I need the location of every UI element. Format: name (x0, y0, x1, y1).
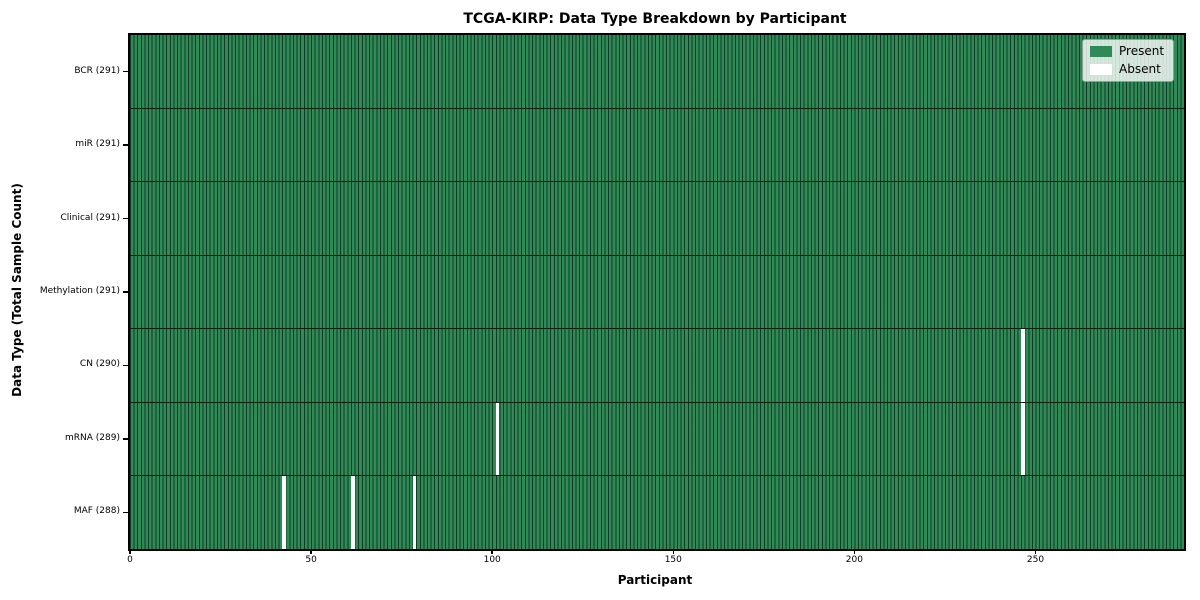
heatmap-row-methylation (130, 255, 1184, 330)
chart-title: TCGA-KIRP: Data Type Breakdown by Partic… (463, 11, 847, 27)
y-tick-mark (123, 511, 128, 514)
absent-swatch-icon (1090, 64, 1112, 75)
plot-area (128, 33, 1186, 551)
legend: Present Absent (1082, 39, 1174, 82)
y-tick-label-methylation: Methylation (291) (39, 286, 120, 296)
heatmap-row-mrna (130, 402, 1184, 477)
y-tick-mark (123, 291, 128, 293)
heatmap-row-cn (130, 329, 1184, 403)
y-tick-label-clinical: Clinical (291) (60, 212, 120, 223)
absent-bar (495, 402, 500, 476)
x-tick-label: 200 (845, 555, 863, 565)
heatmap-row-mir (130, 108, 1184, 183)
legend-entry-absent: Absent (1090, 63, 1166, 76)
x-axis-label: Participant (617, 573, 693, 587)
y-tick-label-bcr: BCR (291) (74, 65, 120, 76)
x-tick-label: 0 (127, 555, 133, 565)
x-tick-label: 150 (664, 555, 682, 565)
legend-entry-present: Present (1090, 45, 1166, 58)
x-tick-mark (1034, 549, 1037, 554)
x-tick-mark (491, 549, 493, 554)
y-tick-mark (123, 144, 128, 146)
legend-label-present: Present (1119, 44, 1165, 58)
x-tick-mark (310, 549, 312, 554)
heatmap-row-maf (130, 476, 1184, 550)
y-tick-label-mir: miR (291) (75, 139, 120, 150)
absent-bar (412, 476, 417, 550)
y-tick-mark (123, 438, 128, 440)
legend-label-absent: Absent (1119, 62, 1161, 76)
heatmap-row-clinical (130, 182, 1184, 256)
absent-bar (282, 476, 286, 550)
x-tick-label: 250 (1026, 555, 1045, 565)
y-tick-mark (123, 70, 128, 73)
absent-bar (1021, 402, 1025, 476)
y-tick-label-cn: CN (290) (79, 359, 120, 370)
x-tick-mark (129, 549, 131, 554)
x-tick-mark (853, 549, 856, 554)
heatmap-row-bcr (130, 35, 1184, 109)
x-tick-label: 100 (483, 555, 501, 565)
absent-bar (1021, 329, 1025, 402)
present-swatch-icon (1090, 46, 1112, 57)
absent-bar (350, 476, 355, 550)
y-tick-label-maf: MAF (288) (73, 506, 120, 517)
x-tick-mark (672, 549, 675, 554)
y-tick-mark (123, 364, 128, 367)
y-tick-label-mrna: mRNA (289) (65, 432, 120, 443)
x-tick-label: 50 (305, 555, 317, 565)
y-tick-mark (123, 217, 128, 220)
